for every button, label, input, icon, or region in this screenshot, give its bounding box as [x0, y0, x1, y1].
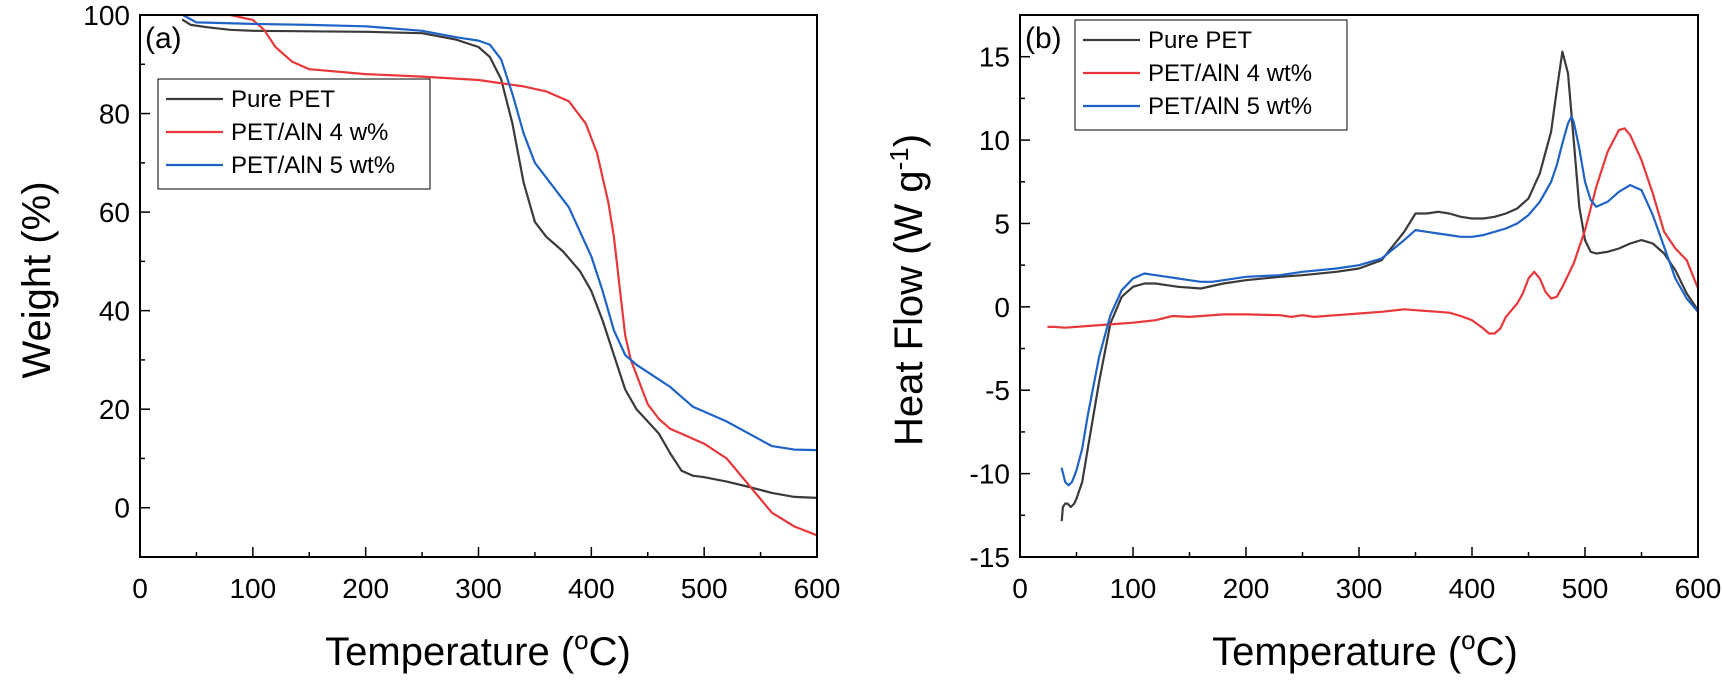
panel-b-legend-label-1: Pure PET [1148, 27, 1252, 54]
panel-b-legend-box [1074, 19, 1348, 131]
panel-a-y-tick-label: 40 [99, 296, 130, 327]
panel-a-x-tick-label: 0 [132, 573, 148, 604]
panel-b-y-tick-label: 15 [979, 42, 1010, 73]
panel-a-x-tick-label: 400 [568, 573, 615, 604]
panel-a-legend-label-1: Pure PET [231, 86, 335, 113]
panel-b-y-tick-label: 10 [979, 125, 1010, 156]
panel-b-plot-frame [1019, 14, 1699, 558]
panel-a-x-tick-label: 500 [681, 573, 728, 604]
panel-b-ylabel: Heat Flow (W g-1) [884, 134, 931, 446]
panel-b-series-line-2 [1047, 127, 1698, 335]
panel-a-plot-frame [139, 14, 818, 558]
panel-b-x-tick-label: 300 [1336, 573, 1383, 604]
panel-b-x-tick-label: 600 [1675, 573, 1722, 604]
panel-a-x-tick-label: 300 [455, 573, 502, 604]
panel-a-series-line-1 [181, 18, 817, 499]
panel-b-legend-label-2: PET/AlN 4 wt% [1148, 60, 1312, 87]
panel-a-y-tick-label: 80 [99, 99, 130, 130]
panel-a-xlabel: Temperature (oC) [325, 625, 631, 674]
panel-b-series-line-3 [1060, 115, 1698, 487]
panel-b-label: (b) [1025, 22, 1062, 55]
panel-a-y-tick-label: 20 [99, 394, 130, 425]
panel-b-y-tick-label: -15 [970, 542, 1010, 573]
chart-panel-b: Heat Flow (W g-1) Temperature (oC) 0 100 2… [884, 14, 1722, 674]
panel-a-series-line-3 [181, 15, 817, 452]
panel-a-y-tick-label: 60 [99, 197, 130, 228]
panel-a-x-tick-label: 100 [229, 573, 276, 604]
panel-a-series-line-2 [181, 15, 817, 537]
panel-b-series-line-1 [1060, 50, 1698, 522]
panel-b-legend-label-3: PET/AlN 5 wt% [1148, 93, 1312, 120]
panel-a-ylabel: Weight (%) [15, 181, 59, 378]
panel-a-x-tick-label: 200 [342, 573, 389, 604]
panel-b-y-tick-label: -10 [970, 459, 1010, 490]
panel-b-x-tick-label: 400 [1449, 573, 1496, 604]
chart-panel-a: Weight (%) Temperature (oC) 0 100 200 300 40… [15, 0, 840, 674]
panel-b-y-tick-label: 0 [994, 292, 1010, 323]
panel-a-legend: Pure PET PET/AlN 4 w% PET/AlN 5 wt% [157, 78, 431, 190]
panel-b-x-tick-label: 0 [1012, 573, 1028, 604]
panel-b-y-tick-label: -5 [985, 375, 1010, 406]
panel-b-legend: Pure PET PET/AlN 4 wt% PET/AlN 5 wt% [1074, 19, 1348, 131]
panel-a-legend-label-3: PET/AlN 5 wt% [231, 152, 395, 179]
panel-b-x-tick-label: 200 [1223, 573, 1270, 604]
panel-a-y-tick-label: 100 [83, 0, 130, 31]
panel-b-x-tick-label: 500 [1562, 573, 1609, 604]
panel-a-x-tick-label: 600 [794, 573, 841, 604]
panel-a-y-tick-label: 0 [114, 493, 130, 524]
panel-a-legend-box [157, 78, 431, 190]
panel-b-y-tick-label: 5 [994, 208, 1010, 239]
panel-b-x-tick-label: 100 [1110, 573, 1157, 604]
panel-a-label: (a) [145, 22, 182, 55]
panel-b-xlabel: Temperature (oC) [1212, 625, 1518, 674]
panel-a-legend-label-2: PET/AlN 4 w% [231, 119, 388, 146]
